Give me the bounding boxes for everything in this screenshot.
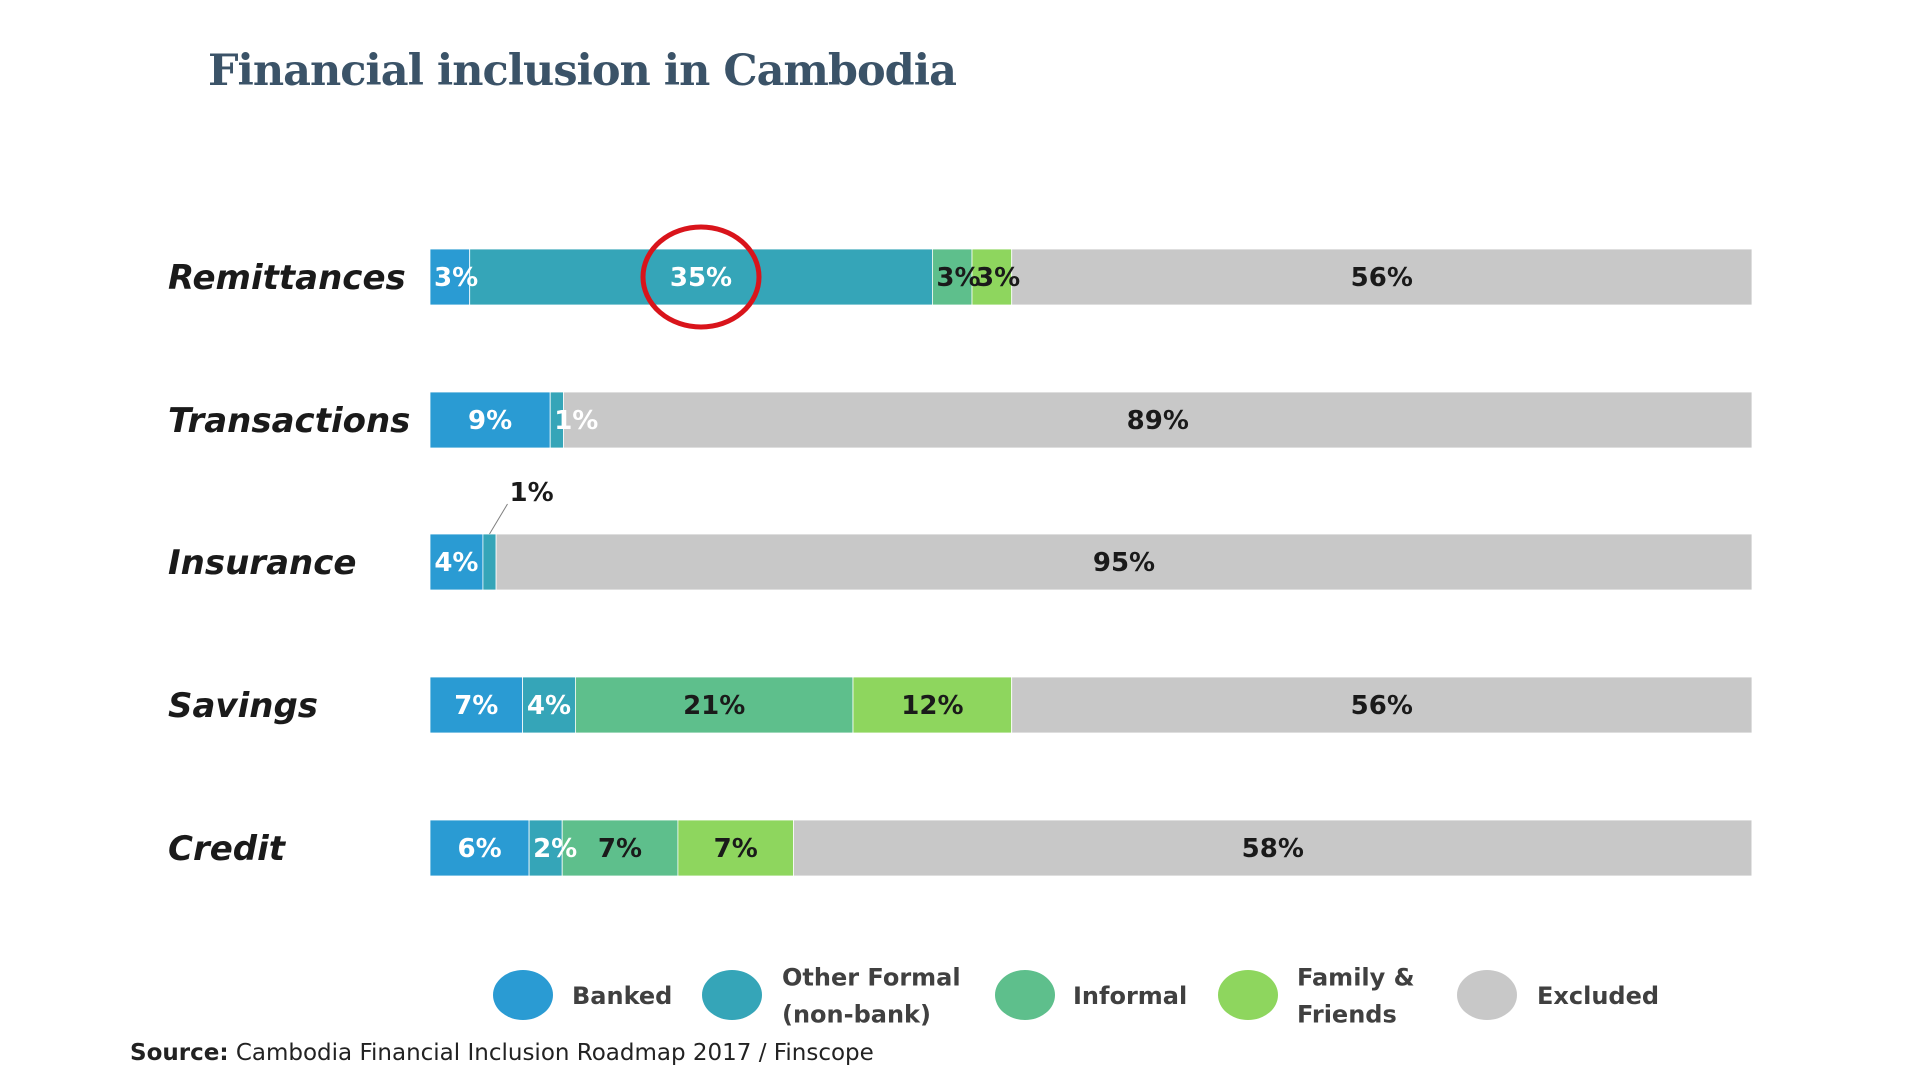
segment-labels: 3% 35% 3%3% 56%9% 1% 89%4% 95%7% 4% 21% 12% 56%6% 2… [434,263,1413,864]
callouts: 1% [489,478,554,535]
bar-segment-remittances-other-formal-non-bank [469,248,933,306]
bar-segment-remittances-family-friends [971,248,1013,306]
data-label-savings-excluded: 56% [1351,691,1413,721]
legend-label-banked: Banked [572,982,672,1010]
legend-label-family-friends-line-2: Friends [1297,1001,1397,1029]
category-label-transactions: Transactions [168,401,410,441]
callout-label-insurance: 1% [509,478,553,508]
bar-segment-insurance-banked [429,533,484,591]
callout-leader-insurance [489,503,508,535]
data-label-credit-excluded: 58% [1242,834,1304,864]
bar-segment-credit-informal [561,819,679,877]
legend-label-other-formal-non-bank-line-1: Other Formal [782,964,961,992]
data-label-savings-family-friends: 12% [901,691,963,721]
legend-swatch-other-formal-non-bank [702,970,762,1020]
category-label-insurance: Insurance [168,543,356,583]
legend-swatch-excluded [1457,970,1517,1020]
source-label: Source: [130,1040,229,1066]
bar-segment-savings-family-friends [852,676,1013,734]
highlight-annotation [640,224,762,330]
legend-label-excluded: Excluded [1537,982,1659,1010]
legend: Banked Other Formal (non-bank) Informal Fami… [493,964,1659,1029]
legend-label-other-formal-non-bank-line-2: (non-bank) [782,1001,931,1029]
data-label-transactions-excluded: 89% [1127,406,1189,436]
bar-segment-remittances-informal [932,248,973,306]
bar-segment-insurance-other-formal-non-bank [482,533,497,591]
data-label-transactions-other-formal-non-bank: 1% [554,406,598,436]
source-text: Cambodia Financial Inclusion Roadmap 201… [228,1040,874,1066]
data-label-insurance-banked: 4% [434,548,478,578]
bar-segment-remittances-excluded [1011,248,1753,306]
data-label-transactions-banked: 9% [468,406,512,436]
legend-swatch-informal [995,970,1055,1020]
source-line: Source: Cambodia Financial Inclusion Roa… [130,1040,874,1066]
data-label-credit-informal: 7% [598,834,642,864]
data-label-credit-family-friends: 7% [714,834,758,864]
data-label-credit-other-formal-non-bank: 2% [533,834,577,864]
data-label-remittances-excluded: 56% [1351,263,1413,293]
bar-segment-savings-banked [429,676,523,734]
bar-segment-transactions-excluded [563,391,1753,449]
data-label-savings-other-formal-non-bank: 4% [527,691,571,721]
category-label-credit: Credit [168,829,287,869]
category-label-savings: Savings [168,686,318,726]
legend-swatch-banked [493,970,553,1020]
category-label-remittances: Remittances [168,258,406,298]
bar-segment-savings-excluded [1011,676,1753,734]
legend-label-family-friends-line-1: Family & [1297,964,1415,992]
data-label-savings-informal: 21% [683,691,745,721]
legend-label-informal: Informal [1073,982,1187,1010]
highlight-circle [640,224,762,330]
bar-segment-savings-informal [575,676,854,734]
category-labels: Remittances Transactions Insurance Savings C… [168,258,410,869]
data-label-remittances-informal: 3% [936,263,980,293]
bar-segment-remittances-banked [429,248,471,306]
bar-segment-credit-family-friends [677,819,795,877]
data-label-remittances-family-friends: 3% [976,263,1020,293]
data-label-savings-banked: 7% [454,691,498,721]
bar-segment-insurance-excluded [495,533,1753,591]
bars [429,248,1753,877]
bar-segment-credit-excluded [793,819,1753,877]
bar-segment-savings-other-formal-non-bank [522,676,576,734]
legend-swatch-family-friends [1218,970,1278,1020]
chart-title: Financial inclusion in Cambodia [208,46,957,96]
data-label-insurance-excluded: 95% [1093,548,1155,578]
bar-segment-transactions-banked [429,391,551,449]
data-label-credit-banked: 6% [458,834,502,864]
data-label-remittances-banked: 3% [434,263,478,293]
data-label-remittances-other-formal-non-bank: 35% [670,263,732,293]
